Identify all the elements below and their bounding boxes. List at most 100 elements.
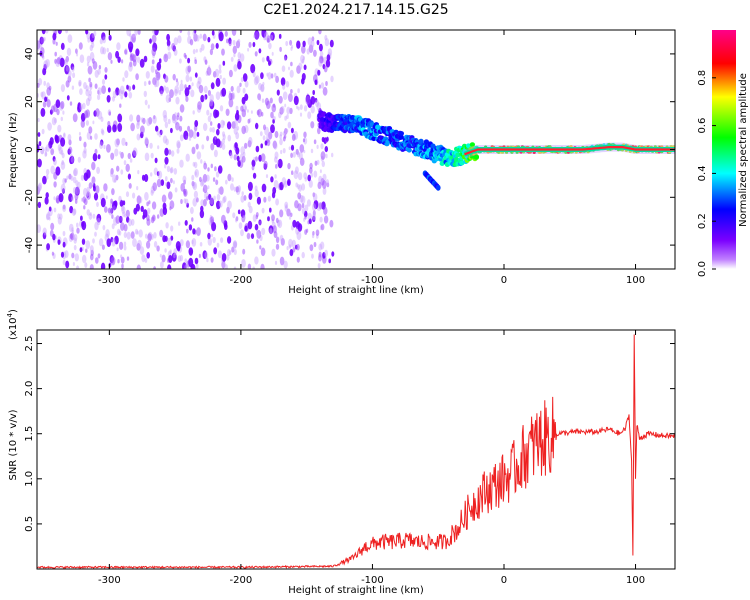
- noise-blob: [136, 114, 141, 123]
- noise-blob: [108, 111, 112, 116]
- noise-blob: [218, 200, 223, 208]
- noise-blob: [76, 227, 80, 234]
- noise-blob: [151, 201, 157, 210]
- noise-blob: [90, 135, 93, 140]
- noise-blob: [138, 196, 143, 204]
- noise-blob: [311, 233, 315, 239]
- noise-blob: [315, 229, 320, 236]
- colorbar-tick-label: 0.6: [697, 118, 708, 134]
- noise-blob: [62, 259, 66, 266]
- noise-blob: [97, 87, 102, 96]
- noise-blob: [58, 146, 63, 155]
- noise-blob: [260, 84, 265, 93]
- noise-blob: [168, 149, 172, 155]
- noise-blob: [318, 43, 323, 52]
- noise-blob: [241, 155, 246, 163]
- noise-blob: [83, 172, 89, 181]
- noise-blob: [164, 121, 169, 129]
- noise-blob: [180, 199, 183, 204]
- noise-blob: [156, 178, 162, 188]
- noise-blob: [185, 240, 190, 249]
- noise-blob: [273, 180, 279, 189]
- noise-blob: [55, 41, 58, 46]
- noise-blob: [221, 138, 225, 145]
- noise-blob: [230, 85, 234, 92]
- noise-blob: [86, 55, 91, 63]
- noise-blob: [304, 215, 307, 220]
- noise-blob: [168, 191, 173, 200]
- noise-blob: [37, 40, 41, 50]
- noise-blob: [167, 118, 171, 125]
- noise-blob: [264, 140, 268, 146]
- noise-blob: [73, 234, 78, 241]
- noise-blob: [237, 38, 241, 44]
- noise-blob: [112, 90, 117, 99]
- noise-blob: [270, 176, 274, 183]
- noise-blob: [188, 84, 191, 90]
- noise-blob: [322, 180, 327, 189]
- noise-blob: [177, 245, 181, 252]
- noise-blob: [194, 59, 197, 65]
- noise-blob: [89, 245, 94, 253]
- noise-blob: [218, 69, 222, 74]
- noise-blob: [290, 61, 293, 67]
- noise-blob: [48, 85, 52, 91]
- noise-blob: [70, 63, 75, 71]
- noise-blob: [191, 239, 194, 245]
- noise-blob: [135, 203, 140, 212]
- noise-blob: [290, 144, 295, 151]
- noise-blob: [94, 221, 99, 231]
- noise-blob: [202, 250, 208, 259]
- noise-blob: [110, 256, 116, 266]
- noise-blob: [322, 187, 327, 195]
- noise-blob: [43, 80, 46, 86]
- noise-blob: [91, 32, 95, 39]
- noise-blob: [227, 134, 232, 142]
- noise-blob: [279, 46, 282, 52]
- noise-blob: [259, 97, 261, 102]
- noise-blob: [231, 246, 235, 253]
- x-tick-label: 100: [626, 575, 645, 586]
- noise-blob: [157, 170, 163, 179]
- noise-blob: [250, 233, 255, 240]
- noise-blob: [167, 264, 172, 269]
- x-tick-label: -200: [230, 275, 253, 286]
- noise-blob: [176, 115, 179, 121]
- noise-blob: [92, 238, 95, 244]
- noise-blob: [313, 241, 317, 248]
- noise-blob: [204, 59, 208, 65]
- noise-blob: [235, 132, 240, 140]
- noise-blob: [89, 44, 94, 52]
- noise-blob: [174, 85, 179, 94]
- noise-blob: [320, 82, 325, 89]
- noise-blob: [209, 196, 214, 205]
- noise-blob: [312, 90, 316, 95]
- noise-blob: [179, 58, 182, 64]
- noise-blob: [72, 262, 75, 266]
- noise-blob: [159, 253, 162, 258]
- noise-blob: [301, 58, 305, 64]
- noise-blob: [312, 215, 316, 222]
- noise-blob: [144, 152, 150, 162]
- noise-blob: [205, 174, 210, 182]
- noise-blob: [216, 128, 220, 136]
- noise-blob: [254, 185, 258, 191]
- noise-blob: [97, 90, 100, 95]
- noise-blob: [65, 30, 69, 34]
- noise-blob: [188, 224, 193, 231]
- noise-blob: [300, 54, 305, 64]
- noise-blob: [183, 188, 188, 197]
- noise-blob: [276, 89, 280, 96]
- noise-blob: [225, 179, 228, 185]
- noise-blob: [237, 60, 242, 70]
- noise-blob: [247, 118, 251, 124]
- noise-blob: [91, 179, 95, 186]
- noise-blob: [91, 161, 96, 171]
- noise-blob: [86, 61, 90, 67]
- noise-blob: [313, 139, 317, 145]
- noise-blob: [314, 160, 318, 166]
- noise-blob: [214, 68, 220, 78]
- noise-blob: [144, 233, 148, 239]
- noise-blob: [213, 247, 218, 255]
- noise-blob: [97, 94, 101, 101]
